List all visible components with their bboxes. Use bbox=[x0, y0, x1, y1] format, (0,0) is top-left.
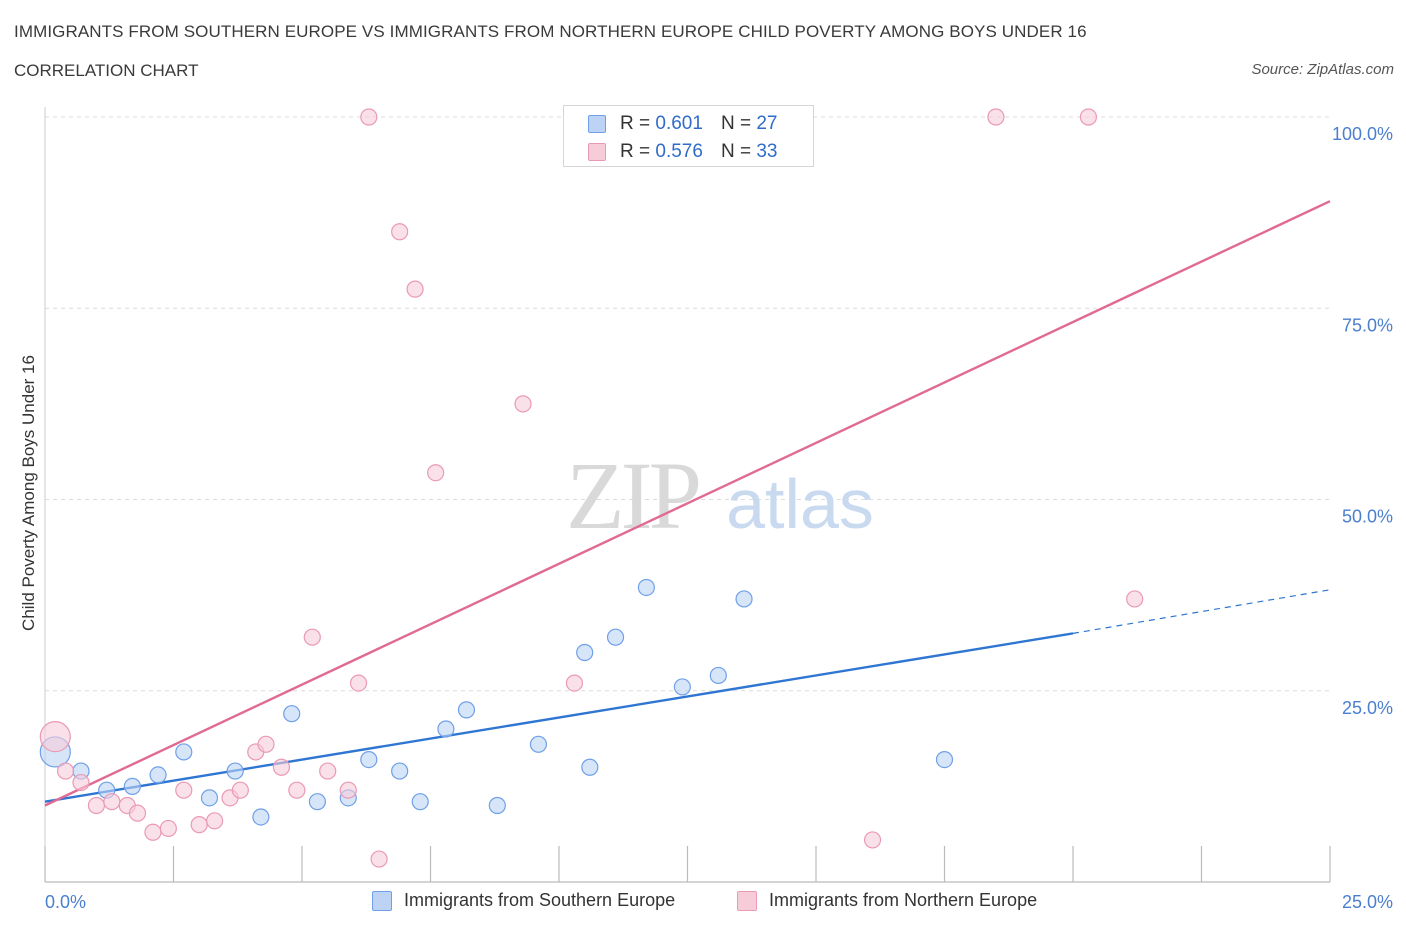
point-southern bbox=[673, 678, 691, 696]
trend-line-northern bbox=[44, 200, 1331, 807]
point-southern bbox=[581, 758, 599, 776]
point-southern bbox=[488, 796, 506, 815]
stats-legend-row-southern: R = 0.601 N = 27 bbox=[588, 112, 777, 136]
r-value-northern: 0.576 bbox=[655, 141, 703, 162]
y-tick-label: 75.0% bbox=[1342, 315, 1393, 335]
legend-label-southern: Immigrants from Southern Europe bbox=[404, 890, 676, 910]
point-northern bbox=[206, 812, 224, 830]
point-northern bbox=[175, 781, 193, 799]
point-northern bbox=[39, 721, 71, 753]
stats-legend: R = 0.601 N = 27 R = 0.576 N = 33 bbox=[563, 105, 814, 167]
point-northern bbox=[128, 804, 147, 822]
y-axis-label: Child Poverty Among Boys Under 16 bbox=[19, 355, 38, 631]
point-northern bbox=[514, 395, 532, 413]
chart-subtitle: CORRELATION CHART bbox=[14, 61, 199, 80]
trend-lines bbox=[44, 200, 1331, 807]
x-tick-label: 0.0% bbox=[45, 892, 86, 912]
legend-swatch-northern bbox=[737, 890, 757, 911]
source-credit: Source: ZipAtlas.com bbox=[1251, 61, 1394, 78]
r-value-southern: 0.601 bbox=[655, 113, 703, 134]
n-value-southern: 27 bbox=[756, 113, 778, 134]
point-northern bbox=[370, 850, 388, 868]
r-label: R = bbox=[620, 141, 651, 162]
point-southern bbox=[123, 777, 141, 795]
point-southern bbox=[709, 666, 727, 685]
y-tick-label: 100.0% bbox=[1332, 124, 1393, 144]
legend-item-southern: Immigrants from Southern Europe bbox=[372, 890, 675, 911]
legend-swatch-southern bbox=[372, 890, 392, 911]
n-value-northern: 33 bbox=[756, 141, 778, 162]
y-tick-label: 50.0% bbox=[1342, 507, 1393, 527]
point-northern bbox=[159, 819, 177, 838]
trend-line-southern bbox=[44, 632, 1074, 803]
point-southern bbox=[529, 735, 548, 753]
point-southern bbox=[735, 590, 753, 608]
point-northern bbox=[565, 674, 584, 692]
y-tick-label: 25.0% bbox=[1342, 698, 1393, 718]
point-southern bbox=[252, 808, 270, 826]
point-northern bbox=[56, 762, 75, 780]
point-southern bbox=[308, 793, 327, 811]
point-southern bbox=[411, 793, 429, 811]
point-southern bbox=[149, 766, 167, 784]
point-northern bbox=[987, 108, 1005, 126]
legend-item-northern: Immigrants from Northern Europe bbox=[737, 890, 1037, 911]
point-northern bbox=[863, 831, 882, 849]
legend-swatch-northern bbox=[588, 143, 606, 161]
point-northern bbox=[144, 823, 162, 841]
chart-title: IMMIGRANTS FROM SOUTHERN EUROPE VS IMMIG… bbox=[14, 22, 1087, 41]
point-southern bbox=[175, 743, 193, 761]
stats-legend-row-northern: R = 0.576 N = 33 bbox=[588, 140, 777, 164]
n-label: N = bbox=[720, 141, 752, 162]
point-southern bbox=[935, 750, 954, 769]
point-northern bbox=[427, 464, 445, 482]
point-northern bbox=[272, 758, 291, 776]
point-southern bbox=[437, 720, 455, 738]
n-label: N = bbox=[720, 113, 752, 134]
point-northern bbox=[87, 796, 106, 815]
trend-line-southern-extension bbox=[1072, 589, 1331, 634]
point-southern bbox=[226, 762, 244, 780]
point-southern bbox=[360, 750, 378, 769]
point-northern bbox=[190, 816, 208, 834]
point-southern bbox=[606, 628, 625, 646]
point-northern bbox=[391, 223, 409, 241]
point-northern bbox=[339, 781, 357, 799]
point-northern bbox=[103, 793, 121, 811]
point-southern bbox=[391, 762, 409, 780]
point-northern bbox=[1079, 108, 1098, 126]
axis-ticks: 25.0% 50.0% 75.0% 100.0% 0.0% 25.0% bbox=[45, 124, 1393, 912]
r-label: R = bbox=[620, 113, 651, 134]
x-tick-label: 25.0% bbox=[1342, 892, 1393, 912]
legend-swatch-southern bbox=[588, 115, 606, 133]
point-northern bbox=[319, 762, 337, 780]
point-southern bbox=[283, 705, 301, 723]
legend-label-northern: Immigrants from Northern Europe bbox=[769, 890, 1038, 910]
point-southern bbox=[576, 643, 594, 662]
watermark-atlas: atlas bbox=[726, 465, 874, 543]
point-southern bbox=[457, 701, 476, 719]
point-northern bbox=[1126, 590, 1144, 608]
point-northern bbox=[257, 735, 275, 753]
point-northern bbox=[231, 781, 249, 799]
point-southern bbox=[637, 578, 655, 597]
point-northern bbox=[303, 628, 321, 646]
point-northern bbox=[360, 108, 378, 126]
point-northern bbox=[406, 280, 424, 298]
watermark-zip: ZIP bbox=[566, 442, 699, 549]
point-northern bbox=[349, 674, 368, 692]
data-points bbox=[39, 108, 1144, 868]
point-northern bbox=[288, 781, 306, 799]
point-northern bbox=[72, 773, 90, 792]
point-southern bbox=[200, 789, 219, 807]
